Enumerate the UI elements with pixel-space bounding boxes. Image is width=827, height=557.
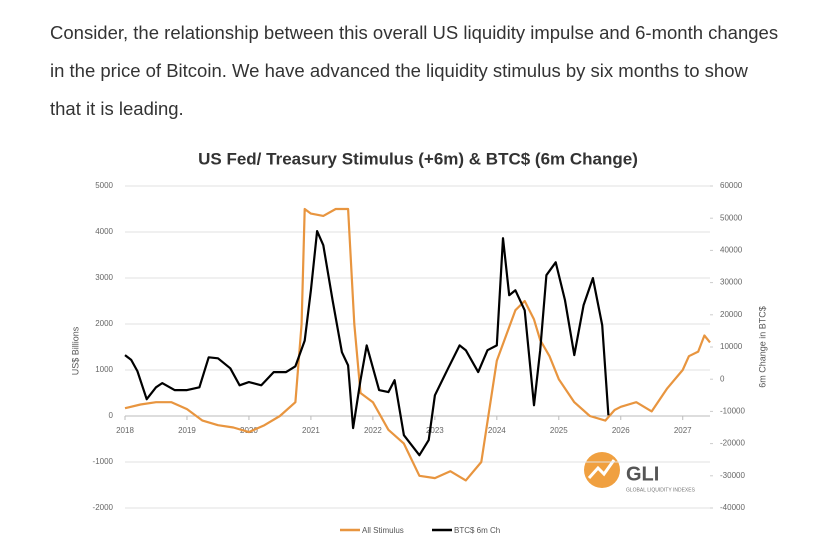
x-tick-label: 2026 bbox=[612, 426, 630, 435]
y2-tick-label: -20000 bbox=[720, 439, 745, 448]
x-tick-label: 2027 bbox=[674, 426, 692, 435]
y2-tick-label: -40000 bbox=[720, 503, 745, 512]
y-tick-label: 3000 bbox=[95, 273, 113, 282]
y2-tick-label: 10000 bbox=[720, 342, 743, 351]
x-tick-label: 2024 bbox=[488, 426, 506, 435]
y-tick-label: -1000 bbox=[93, 457, 114, 466]
series-line bbox=[124, 230, 610, 457]
legend-label: All Stimulus bbox=[362, 526, 404, 535]
y-tick-label: 2000 bbox=[95, 319, 113, 328]
y2-tick-label: 50000 bbox=[720, 213, 743, 222]
x-tick-label: 2025 bbox=[550, 426, 568, 435]
y2-tick-label: 0 bbox=[720, 374, 725, 383]
logo-text: GLI bbox=[626, 463, 659, 485]
y-tick-label: 0 bbox=[109, 411, 114, 420]
y2-tick-label: 40000 bbox=[720, 246, 743, 255]
x-tick-label: 2022 bbox=[364, 426, 382, 435]
x-tick-label: 2019 bbox=[178, 426, 196, 435]
y2-tick-label: -10000 bbox=[720, 407, 745, 416]
y2-tick-label: 60000 bbox=[720, 181, 743, 190]
x-tick-label: 2020 bbox=[240, 426, 258, 435]
y2-tick-label: -30000 bbox=[720, 471, 745, 480]
logo-arrow bbox=[587, 459, 616, 480]
x-tick-label: 2018 bbox=[116, 426, 134, 435]
x-tick-label: 2023 bbox=[426, 426, 444, 435]
y-axis-label: US$ Billions bbox=[70, 326, 80, 375]
x-tick-label: 2021 bbox=[302, 426, 320, 435]
chart-title: US Fed/ Treasury Stimulus (+6m) & BTC$ (… bbox=[198, 149, 638, 168]
y-tick-label: 4000 bbox=[95, 227, 113, 236]
y-tick-label: -2000 bbox=[93, 503, 114, 512]
y-tick-label: 1000 bbox=[95, 365, 113, 374]
logo-subtext: GLOBAL LIQUIDITY INDEXES bbox=[626, 487, 696, 493]
legend-label: BTC$ 6m Ch bbox=[454, 526, 500, 535]
series-line bbox=[124, 207, 711, 482]
y-tick-label: 5000 bbox=[95, 181, 113, 190]
y2-axis-label: 6m Change in BTC$ bbox=[757, 306, 767, 388]
y2-tick-label: 30000 bbox=[720, 278, 743, 287]
y2-tick-label: 20000 bbox=[720, 310, 743, 319]
paragraph: Consider, the relationship between this … bbox=[50, 22, 779, 119]
